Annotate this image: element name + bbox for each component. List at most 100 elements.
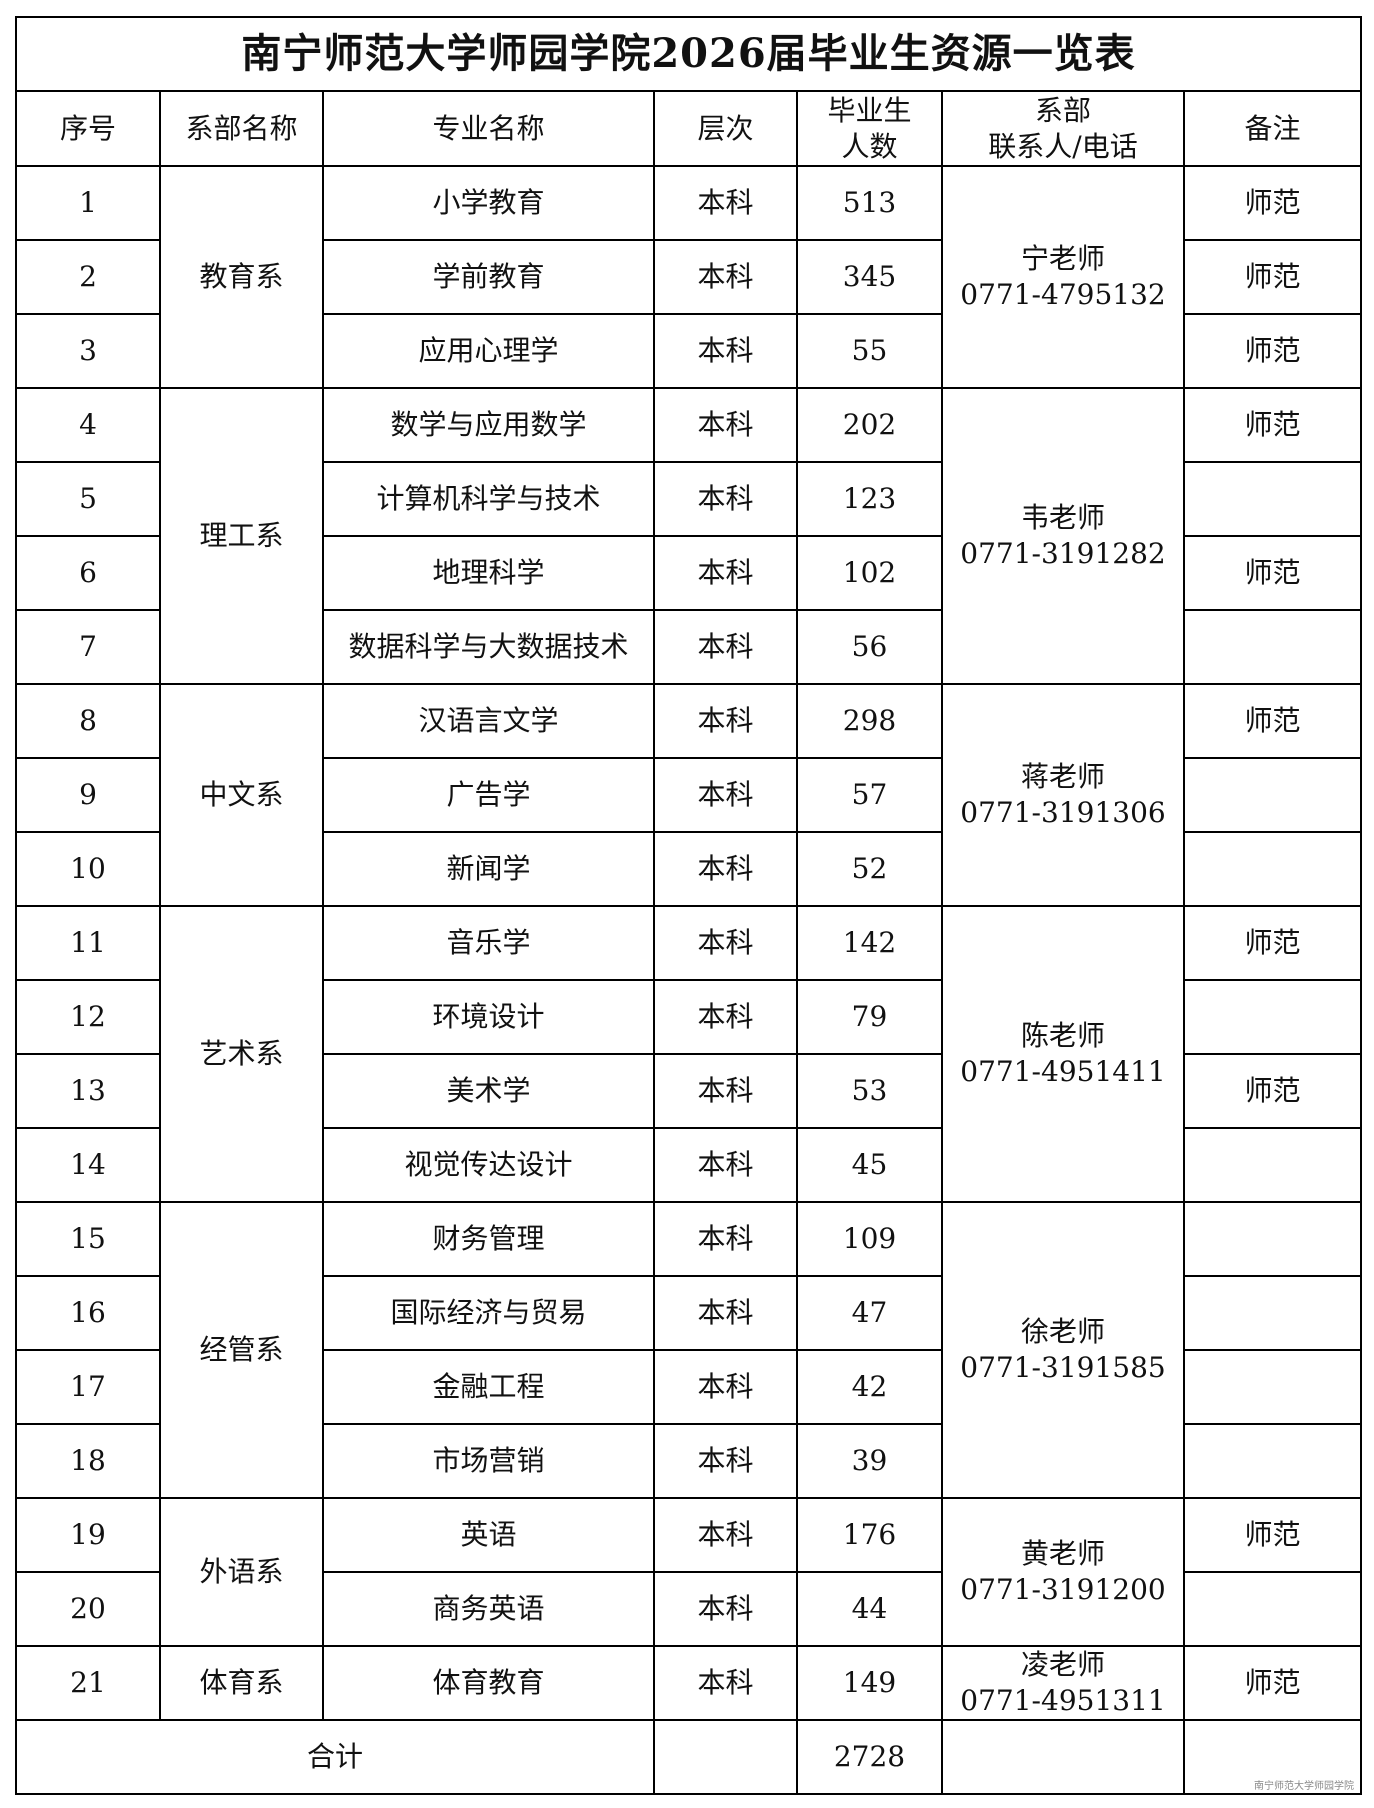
table-row: 16 国际经济与贸易 本科 47 [15, 1275, 1362, 1351]
cell-graduates: 123 [796, 461, 943, 537]
cell-major: 学前教育 [322, 239, 655, 315]
cell-remark [1183, 757, 1362, 833]
table-row: 17 金融工程 本科 42 [15, 1349, 1362, 1425]
cell-major: 广告学 [322, 757, 655, 833]
table-row: 5 计算机科学与技术 本科 123 [15, 461, 1362, 537]
cell-index: 4 [15, 387, 161, 463]
cell-index: 9 [15, 757, 161, 833]
cell-level: 本科 [653, 1275, 798, 1351]
cell-remark: 师范 [1183, 683, 1362, 759]
cell-graduates: 47 [796, 1275, 943, 1351]
table-row: 20 商务英语 本科 44 [15, 1571, 1362, 1647]
cell-graduates: 102 [796, 535, 943, 611]
cell-major: 体育教育 [322, 1645, 655, 1721]
cell-contact: 蒋老师 0771-3191306 [941, 683, 1185, 907]
cell-contact: 陈老师 0771-4951411 [941, 905, 1185, 1203]
contact-name: 蒋老师 [1020, 760, 1105, 793]
cell-graduates: 345 [796, 239, 943, 315]
cell-index: 3 [15, 313, 161, 389]
cell-major: 小学教育 [322, 165, 655, 241]
table-row: 6 地理科学 本科 102 师范 [15, 535, 1362, 611]
contact-phone: 0771-4951311 [960, 1684, 1166, 1717]
cell-index: 10 [15, 831, 161, 907]
cell-level: 本科 [653, 831, 798, 907]
cell-graduates: 45 [796, 1127, 943, 1203]
cell-index: 19 [15, 1497, 161, 1573]
total-remark-empty [1183, 1719, 1362, 1795]
contact-phone: 0771-4795132 [960, 278, 1166, 311]
cell-remark: 师范 [1183, 387, 1362, 463]
table-row: 10 新闻学 本科 52 [15, 831, 1362, 907]
cell-index: 11 [15, 905, 161, 981]
cell-index: 2 [15, 239, 161, 315]
cell-remark [1183, 1275, 1362, 1351]
cell-level: 本科 [653, 239, 798, 315]
cell-level: 本科 [653, 905, 798, 981]
cell-remark [1183, 1127, 1362, 1203]
cell-department: 中文系 [159, 683, 324, 907]
cell-index: 14 [15, 1127, 161, 1203]
cell-remark [1183, 979, 1362, 1055]
table-row: 13 美术学 本科 53 师范 [15, 1053, 1362, 1129]
total-level-empty [653, 1719, 798, 1795]
table-row: 3 应用心理学 本科 55 师范 [15, 313, 1362, 389]
cell-index: 21 [15, 1645, 161, 1721]
cell-index: 20 [15, 1571, 161, 1647]
cell-remark [1183, 1349, 1362, 1425]
cell-remark: 师范 [1183, 1645, 1362, 1721]
cell-department: 艺术系 [159, 905, 324, 1203]
cell-graduates: 176 [796, 1497, 943, 1573]
contact-name: 宁老师 [1020, 242, 1105, 275]
cell-remark: 师范 [1183, 535, 1362, 611]
cell-major: 商务英语 [322, 1571, 655, 1647]
cell-level: 本科 [653, 1423, 798, 1499]
total-label: 合计 [15, 1719, 655, 1795]
cell-graduates: 42 [796, 1349, 943, 1425]
cell-index: 18 [15, 1423, 161, 1499]
header-remark: 备注 [1183, 90, 1362, 167]
cell-level: 本科 [653, 609, 798, 685]
cell-level: 本科 [653, 1127, 798, 1203]
table-row: 7 数据科学与大数据技术 本科 56 [15, 609, 1362, 685]
cell-contact: 凌老师 0771-4951311 [941, 1645, 1185, 1721]
header-level: 层次 [653, 90, 798, 167]
cell-level: 本科 [653, 1053, 798, 1129]
header-major: 专业名称 [322, 90, 655, 167]
cell-major: 新闻学 [322, 831, 655, 907]
cell-remark [1183, 1571, 1362, 1647]
contact-name: 徐老师 [1020, 1315, 1105, 1348]
cell-level: 本科 [653, 757, 798, 833]
header-graduates-line1: 毕业生 [827, 93, 912, 127]
header-graduates: 毕业生 人数 [796, 90, 943, 167]
cell-index: 1 [15, 165, 161, 241]
cell-index: 6 [15, 535, 161, 611]
cell-major: 英语 [322, 1497, 655, 1573]
cell-level: 本科 [653, 1645, 798, 1721]
table-row: 21 体育系 体育教育 本科 149 凌老师 0771-4951311 师范 [15, 1645, 1362, 1721]
cell-major: 地理科学 [322, 535, 655, 611]
header-row: 序号 系部名称 专业名称 层次 毕业生 人数 系部 联系人/电话 备注 [15, 90, 1362, 167]
cell-level: 本科 [653, 535, 798, 611]
total-count: 2728 [796, 1719, 943, 1795]
contact-phone: 0771-3191585 [960, 1351, 1166, 1384]
cell-index: 5 [15, 461, 161, 537]
cell-graduates: 142 [796, 905, 943, 981]
cell-level: 本科 [653, 1201, 798, 1277]
cell-graduates: 109 [796, 1201, 943, 1277]
table-row: 4 理工系 数学与应用数学 本科 202 韦老师 0771-3191282 师范 [15, 387, 1362, 685]
cell-remark: 师范 [1183, 313, 1362, 389]
cell-index: 7 [15, 609, 161, 685]
cell-graduates: 513 [796, 165, 943, 241]
cell-graduates: 39 [796, 1423, 943, 1499]
table-title: 南宁师范大学师园学院2026届毕业生资源一览表 [15, 16, 1362, 92]
cell-graduates: 298 [796, 683, 943, 759]
cell-index: 16 [15, 1275, 161, 1351]
cell-major: 金融工程 [322, 1349, 655, 1425]
contact-phone: 0771-3191200 [960, 1573, 1166, 1606]
cell-graduates: 79 [796, 979, 943, 1055]
cell-graduates: 56 [796, 609, 943, 685]
cell-remark: 师范 [1183, 1497, 1362, 1573]
table-row: 19 外语系 英语 本科 176 黄老师 0771-3191200 师范 [15, 1497, 1362, 1647]
contact-phone: 0771-3191282 [960, 537, 1166, 570]
cell-major: 音乐学 [322, 905, 655, 981]
